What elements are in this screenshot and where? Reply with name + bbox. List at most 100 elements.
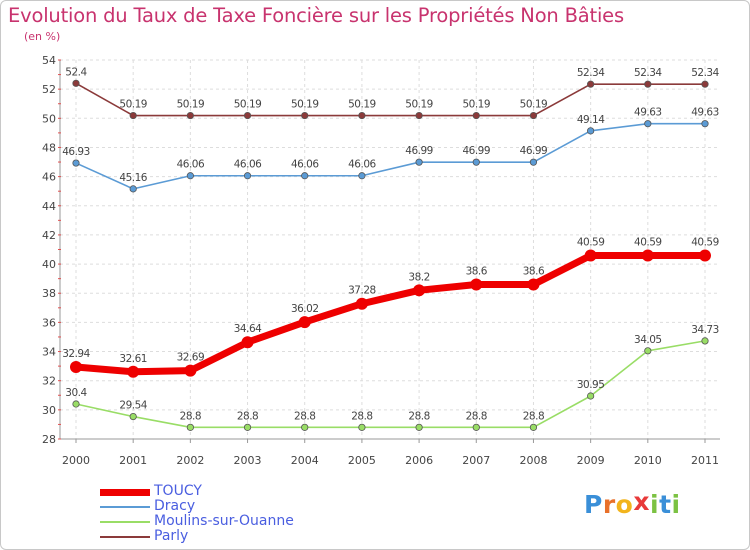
legend-label: Moulins-sur-Ouanne (154, 513, 294, 529)
x-tick-label: 2011 (691, 454, 719, 467)
data-label: 46.99 (462, 145, 490, 157)
y-tick-label: 34 (42, 346, 56, 359)
data-point (72, 159, 80, 167)
data-label: 38.6 (466, 265, 488, 277)
data-label: 30.95 (577, 379, 605, 391)
x-tick-label: 2005 (348, 454, 376, 467)
y-tick-label: 28 (42, 433, 56, 446)
data-point (644, 347, 652, 355)
data-point (529, 423, 538, 431)
data-point (186, 172, 194, 180)
data-label: 52.34 (577, 67, 605, 79)
series-line (75, 340, 706, 429)
data-label: 40.59 (577, 236, 605, 248)
data-point (358, 111, 366, 120)
x-tick-label: 2001 (119, 454, 147, 467)
data-label: 50.19 (234, 99, 262, 111)
legend-label: Dracy (154, 498, 196, 514)
legend-label: Parly (154, 528, 189, 544)
y-tick-label: 30 (42, 404, 56, 417)
y-tick-label: 32 (42, 375, 56, 388)
data-point (415, 423, 423, 431)
data-point (641, 249, 654, 262)
data-label: 28.8 (523, 410, 544, 422)
legend-label: TOUCY (154, 483, 202, 499)
x-tick-label: 2008 (519, 454, 547, 467)
data-label: 34.05 (634, 334, 662, 346)
data-label: 46.06 (348, 159, 376, 171)
logo-letter: i (650, 490, 660, 519)
data-label: 40.59 (691, 236, 719, 248)
data-label: 50.19 (520, 99, 548, 111)
data-label: 52.34 (691, 67, 719, 79)
unit-label: (en %) (24, 30, 61, 43)
legend-swatch (100, 536, 150, 538)
data-label: 50.19 (119, 99, 147, 111)
data-label: 29.54 (119, 400, 147, 412)
logo-letter: t (659, 490, 672, 519)
data-point (413, 284, 426, 297)
data-point (701, 337, 709, 345)
data-point (584, 249, 597, 262)
data-label: 32.94 (62, 348, 90, 360)
data-label: 52.4 (65, 66, 87, 78)
data-label: 32.61 (119, 353, 147, 365)
legend-swatch (100, 488, 150, 496)
data-label: 45.16 (119, 172, 147, 184)
data-label: 46.06 (234, 159, 262, 171)
proxiti-logo: Proxiti (584, 487, 681, 519)
data-label: 28.8 (294, 410, 315, 422)
legend-swatch (100, 521, 150, 523)
y-tick-label: 46 (42, 171, 56, 184)
data-point (243, 111, 252, 120)
data-point (587, 127, 595, 135)
x-tick-label: 2004 (291, 454, 319, 467)
data-label: 28.8 (466, 410, 487, 422)
data-point (186, 423, 194, 431)
data-point (644, 120, 652, 128)
data-label: 50.19 (348, 99, 376, 111)
data-point (701, 80, 709, 88)
data-point (301, 172, 309, 180)
data-label: 46.99 (520, 145, 548, 157)
y-tick-label: 48 (42, 141, 56, 154)
data-point (72, 400, 80, 408)
data-point (129, 412, 137, 421)
data-point (301, 423, 309, 431)
data-label: 36.02 (291, 303, 319, 315)
logo-letter: i (671, 490, 681, 519)
logo-letter: o (615, 490, 634, 519)
data-point (415, 158, 423, 166)
data-point (298, 316, 311, 329)
x-tick-label: 2010 (634, 454, 662, 467)
x-tick-label: 2007 (462, 454, 490, 467)
data-point (129, 185, 137, 193)
data-point (243, 172, 252, 180)
data-label: 37.28 (348, 285, 376, 297)
series-line (75, 82, 706, 117)
logo-letter: P (584, 490, 603, 519)
y-tick-label: 42 (42, 229, 56, 242)
data-label: 49.63 (691, 107, 719, 119)
data-point (355, 297, 368, 310)
data-label: 50.19 (291, 99, 319, 111)
data-point (472, 423, 480, 431)
data-label: 28.8 (237, 410, 258, 422)
data-label: 38.6 (523, 265, 545, 277)
x-tick-label: 2003 (234, 454, 262, 467)
series-line (72, 251, 709, 376)
data-point (243, 423, 252, 431)
data-point (644, 80, 652, 88)
data-point (358, 423, 366, 431)
data-point (472, 158, 480, 166)
data-point (70, 360, 82, 373)
data-point (472, 111, 480, 120)
data-point (72, 79, 80, 87)
x-tick-label: 2002 (176, 454, 204, 467)
legend-swatch (100, 506, 150, 508)
data-label: 50.19 (177, 99, 205, 111)
data-label: 28.8 (408, 410, 429, 422)
x-tick-label: 2009 (577, 454, 605, 467)
data-label: 50.19 (405, 99, 433, 111)
